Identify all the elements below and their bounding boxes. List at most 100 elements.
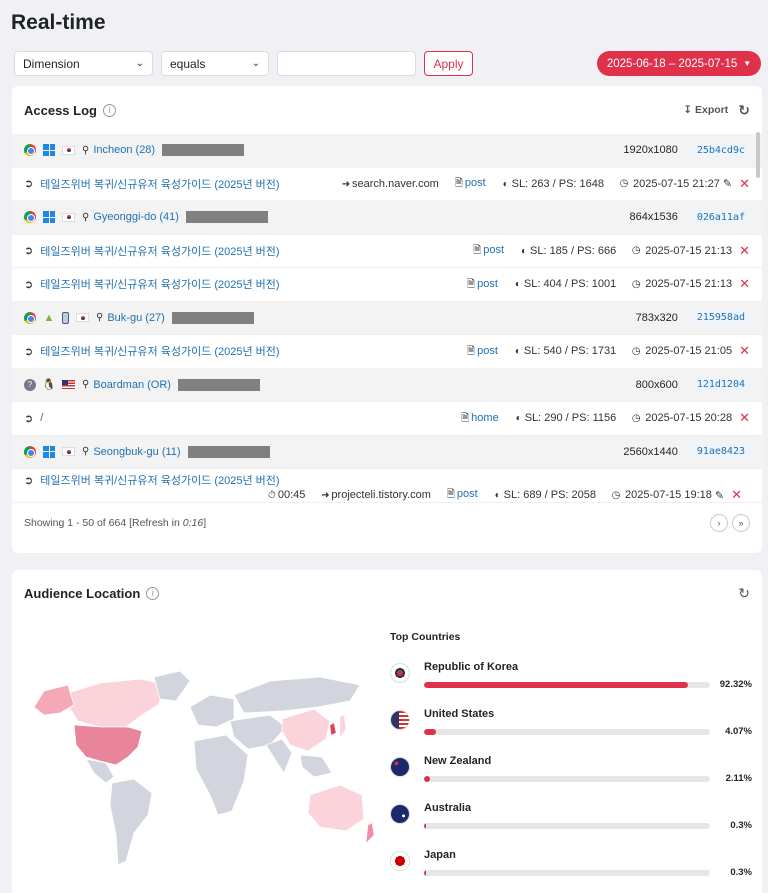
hit-row: ➲ 테일즈위버 복귀/신규유저 육성가이드 (2025년 버전) 🗎 post ◐ SL:… — [12, 268, 762, 302]
speed-stats: ◐ SL: 185 / PS: 666 — [518, 245, 616, 258]
file-icon: 🗎 — [473, 245, 482, 256]
referrer[interactable]: ➜ projecteli.tistory.com — [319, 489, 431, 502]
hit-time: ◷ 2025-07-15 19:18 ✎ ✕ — [610, 487, 742, 503]
hit-time-label: 2025-07-15 19:18 — [625, 489, 712, 501]
session-id[interactable]: 121d1204 — [691, 377, 750, 393]
kr-flag-icon — [76, 313, 89, 323]
visit-row[interactable]: ⚲ Incheon (28) 1920x1080 25b4cd9c — [12, 134, 762, 168]
entry-arrow-icon: ➲ — [24, 412, 34, 425]
apply-button[interactable]: Apply — [424, 51, 473, 76]
edit-icon[interactable]: ✎ — [722, 178, 733, 191]
hit-row: ➲ 테일즈위버 복귀/신규유저 육성가이드 (2025년 버전) 🗎 post ◐ SL:… — [12, 235, 762, 268]
country-share-fill — [424, 681, 689, 688]
map-pin-icon: ⚲ — [96, 312, 104, 324]
showing-close: ] — [203, 517, 207, 529]
scrollbar[interactable] — [756, 132, 760, 178]
map-region-europe — [189, 694, 235, 728]
session-id[interactable]: 026a11af — [691, 209, 750, 225]
clock-icon: ◷ — [631, 345, 641, 357]
speedometer-icon: ◐ — [494, 489, 501, 501]
visit-row[interactable]: ⚲ Gyeonggi-do (41) 864x1536 026a11af — [12, 201, 762, 235]
delete-icon[interactable]: ✕ — [739, 410, 750, 426]
hit-time-label: 2025-07-15 21:13 — [645, 278, 733, 291]
android-icon: ▲ — [43, 311, 55, 324]
map-region-south-america — [109, 778, 153, 866]
delete-icon[interactable]: ✕ — [739, 242, 750, 258]
visitor-location[interactable]: ⚲ Gyeonggi-do (41) — [82, 211, 179, 223]
world-map[interactable] — [30, 665, 376, 880]
page-type-label: post — [477, 277, 498, 290]
delete-icon[interactable]: ✕ — [739, 276, 750, 292]
operator-select[interactable]: equals ⌄ — [161, 51, 269, 76]
windows-icon — [43, 445, 55, 458]
operator-select-value: equals — [170, 56, 206, 71]
page-link[interactable]: 테일즈위버 복귀/신규유저 육성가이드 (2025년 버전) — [40, 279, 280, 292]
visitor-location[interactable]: ⚲ Buk-gu (27) — [96, 312, 165, 324]
country-row: New Zealand 2.11% — [390, 755, 752, 784]
page-link[interactable]: 테일즈위버 복귀/신규유저 육성가이드 (2025년 버전) — [40, 245, 280, 258]
country-percent: 0.3% — [730, 820, 752, 831]
country-percent: 92.32% — [719, 679, 752, 690]
refresh-icon[interactable]: ↻ — [738, 101, 750, 118]
country-share-bar — [424, 869, 710, 876]
visitor-location[interactable]: ⚲ Boardman (OR) — [82, 379, 171, 391]
screen-resolution: 864x1536 — [629, 211, 678, 224]
dimension-select-value: Dimension — [23, 56, 80, 71]
page-type-label: post — [483, 244, 504, 256]
info-icon[interactable]: i — [102, 103, 116, 117]
page-link[interactable]: 테일즈위버 복귀/신규유저 육성가이드 (2025년 버전) — [40, 475, 280, 487]
location-label: Incheon (28) — [93, 144, 156, 157]
date-range-button[interactable]: 2025-06-18 – 2025-07-15 ▼ — [597, 51, 761, 76]
chrome-icon — [24, 211, 36, 224]
chrome-icon — [24, 144, 36, 157]
showing-text: Showing 1 - 50 of 664 [Refresh in — [24, 517, 183, 529]
redacted-ip — [171, 311, 254, 324]
screen-resolution: 800x600 — [635, 378, 678, 391]
hit-time-label: 2025-07-15 21:13 — [645, 244, 733, 257]
speed-stats-label: SL: 290 / PS: 1156 — [524, 412, 617, 424]
speed-stats-label: SL: 689 / PS: 2058 — [503, 488, 597, 501]
hit-row: ➲ / 🗎 home ◐ SL: 290 / PS: 1156 ◷ 2025-07-15 20… — [12, 402, 762, 436]
delete-icon[interactable]: ✕ — [731, 487, 742, 502]
mobile-device-icon — [62, 311, 69, 324]
clock-icon: ◷ — [631, 412, 641, 424]
info-icon[interactable]: i — [146, 586, 160, 600]
visit-row[interactable]: ⚲ Seongbuk-gu (11) 2560x1440 91ae8423 — [12, 435, 762, 469]
map-region-russia — [233, 676, 361, 714]
session-id[interactable]: 25b4cd9c — [691, 142, 750, 158]
filter-bar: Dimension ⌄ equals ⌄ Apply — [14, 51, 473, 76]
session-id[interactable]: 91ae8423 — [691, 444, 750, 460]
speed-stats: ◐ SL: 263 / PS: 1648 — [500, 178, 604, 191]
visit-row[interactable]: ▲ ⚲ Buk-gu (27) 783x320 215958ad — [12, 301, 762, 335]
page-link[interactable]: 테일즈위버 복귀/신규유저 육성가이드 (2025년 버전) — [40, 178, 280, 191]
visit-row[interactable]: ? 🐧 ⚲ Boardman (OR) 800x600 121d1204 — [12, 368, 762, 402]
next-page-button[interactable]: › — [710, 514, 728, 532]
entry-arrow-icon: ➲ — [24, 345, 34, 358]
delete-icon[interactable]: ✕ — [739, 343, 750, 359]
page-link[interactable]: / — [40, 412, 44, 425]
visitor-location[interactable]: ⚲ Seongbuk-gu (11) — [82, 446, 181, 458]
speed-stats: ◐ SL: 404 / PS: 1001 — [512, 278, 616, 291]
top-countries: Top Countries Republic of Korea 92.32% Uni… — [390, 631, 752, 893]
filter-value-input[interactable] — [277, 51, 416, 76]
delete-icon[interactable]: ✕ — [739, 175, 750, 191]
page-link[interactable]: 테일즈위버 복귀/신규유저 육성가이드 (2025년 버전) — [40, 346, 280, 359]
visitor-location[interactable]: ⚲ Incheon (28) — [82, 144, 155, 156]
hit-time: ◷ 2025-07-15 21:13 ✕ — [630, 276, 750, 292]
referrer[interactable]: ➜ search.naver.com — [340, 178, 439, 191]
session-id[interactable]: 215958ad — [691, 310, 750, 326]
dimension-select[interactable]: Dimension ⌄ — [14, 51, 153, 76]
page-type: 🗎 post — [465, 345, 498, 359]
last-page-button[interactable]: » — [732, 514, 750, 532]
hit-time-label: 2025-07-15 21:27 — [633, 177, 720, 190]
edit-icon[interactable]: ✎ — [714, 489, 725, 502]
refresh-icon[interactable]: ↻ — [738, 584, 750, 601]
redacted-ip — [162, 144, 245, 157]
file-icon: 🗎 — [467, 278, 476, 290]
map-region-canada — [67, 678, 169, 728]
refresh-countdown: 0:16 — [182, 517, 204, 529]
chevron-down-icon: ⌄ — [135, 58, 144, 69]
nz-flag-icon — [390, 757, 410, 777]
access-log-footer: Showing 1 - 50 of 664 [Refresh in 0:16] … — [12, 503, 762, 543]
export-button[interactable]: ↧ Export — [683, 104, 728, 116]
